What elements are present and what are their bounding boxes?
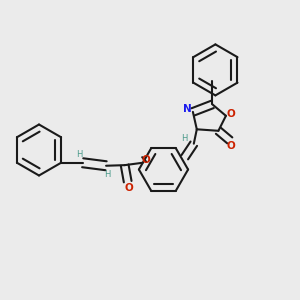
Text: O: O [227,141,236,151]
Text: O: O [124,183,133,193]
Text: N: N [183,104,192,114]
Text: O: O [227,109,236,119]
Text: H: H [76,150,82,159]
Text: H: H [104,170,111,178]
Text: O: O [141,155,150,165]
Text: H: H [182,134,188,143]
